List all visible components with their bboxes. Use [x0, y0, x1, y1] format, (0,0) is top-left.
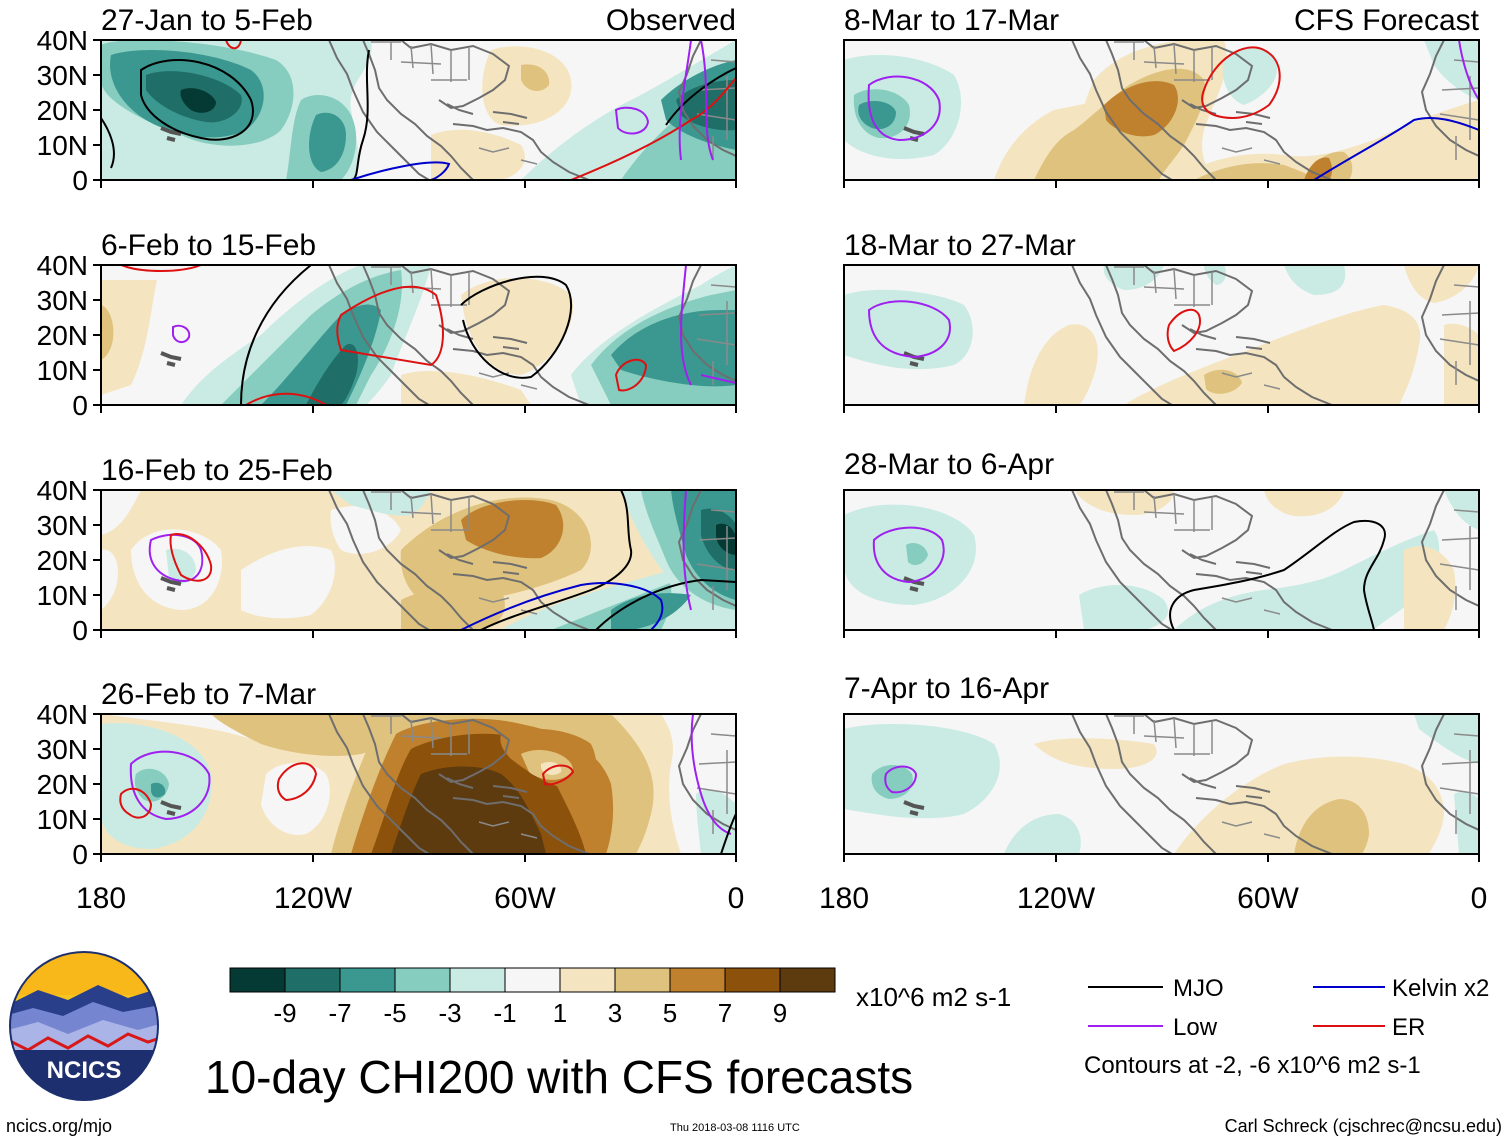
colorbar-swatch	[504, 967, 561, 993]
lat-label: 30N	[37, 285, 88, 316]
colorbar-swatch	[559, 967, 616, 993]
lat-label: 40N	[37, 699, 88, 730]
colorbar-tick-label: 3	[608, 998, 622, 1028]
lat-label: 40N	[37, 25, 88, 56]
longitude-labels: 180 120W 60W 0 180 120W 60W 0	[76, 882, 1487, 915]
lat-label: 0	[72, 390, 88, 421]
colorbar-swatch	[779, 967, 836, 993]
latitude-labels: 40N 30N 20N 10N 0 40N 30N 20N 10N 0 40N …	[37, 25, 88, 870]
panel-period-label: 18-Mar to 27-Mar	[844, 229, 1076, 262]
legend-label-low: Low	[1173, 1014, 1218, 1041]
panel-period-label: 27-Jan to 5-Feb	[101, 4, 313, 37]
lat-label: 10N	[37, 580, 88, 611]
colorbar-swatch	[284, 967, 341, 993]
panel-period-label: 8-Mar to 17-Mar	[844, 4, 1059, 37]
lat-label: 10N	[37, 130, 88, 161]
colorbar-units: x10^6 m2 s-1	[856, 982, 1012, 1012]
colorbar-swatch	[339, 967, 396, 993]
cfs-forecast-label: CFS Forecast	[1294, 4, 1480, 37]
colorbar-swatch	[229, 967, 286, 993]
colorbar-swatch	[449, 967, 506, 993]
lon-label: 120W	[274, 882, 353, 915]
lat-label: 10N	[37, 355, 88, 386]
panel-observed-1	[100, 39, 737, 181]
panel-observed-3	[100, 489, 737, 631]
colorbar-tick-label: 9	[773, 998, 787, 1028]
colorbar-swatches	[229, 967, 836, 993]
map-panels: 27-Jan to 5-Feb Observed 6-Feb to 15-Feb…	[37, 4, 1488, 915]
lat-label: 20N	[37, 320, 88, 351]
colorbar-tick-label: 7	[718, 998, 732, 1028]
lon-label: 120W	[1017, 882, 1096, 915]
panel-period-label: 26-Feb to 7-Mar	[101, 678, 316, 711]
panel-period-label: 7-Apr to 16-Apr	[844, 672, 1049, 705]
colorbar-tick-label: -9	[273, 998, 296, 1028]
colorbar-tick-label: 1	[553, 998, 567, 1028]
lat-label: 20N	[37, 545, 88, 576]
footer-timestamp: Thu 2018-03-08 1116 UTC	[670, 1122, 800, 1134]
lon-label: 0	[1471, 882, 1488, 915]
axis-ticks	[93, 39, 1480, 862]
logo-text: NCICS	[47, 1057, 122, 1084]
lat-label: 30N	[37, 510, 88, 541]
panel-forecast-2	[843, 264, 1480, 406]
colorbar-swatch	[614, 967, 671, 993]
lon-label: 60W	[494, 882, 556, 915]
legend-label-kelvin: Kelvin x2	[1392, 975, 1489, 1002]
colorbar-swatch	[724, 967, 781, 993]
legend-label-mjo: MJO	[1173, 975, 1224, 1002]
lat-label: 40N	[37, 475, 88, 506]
panel-period-label: 16-Feb to 25-Feb	[101, 454, 333, 487]
colorbar: -9 -7 -5 -3 -1 1 3 5 7 9	[229, 967, 836, 1028]
figure-title: 10-day CHI200 with CFS forecasts	[205, 1051, 914, 1103]
lat-label: 10N	[37, 804, 88, 835]
panel-forecast-1	[843, 39, 1480, 181]
lat-label: 20N	[37, 95, 88, 126]
colorbar-tick-label: 5	[663, 998, 677, 1028]
lon-label: 60W	[1237, 882, 1299, 915]
lon-label: 0	[728, 882, 745, 915]
lat-label: 0	[72, 615, 88, 646]
panel-forecast-4	[843, 713, 1480, 855]
colorbar-tick-label: -7	[328, 998, 351, 1028]
lat-label: 40N	[37, 250, 88, 281]
colorbar-labels: -9 -7 -5 -3 -1 1 3 5 7 9	[273, 998, 787, 1028]
colorbar-tick-label: -5	[383, 998, 406, 1028]
footer-url[interactable]: ncics.org/mjo	[6, 1116, 113, 1136]
lat-label: 20N	[37, 769, 88, 800]
colorbar-tick-label: -3	[438, 998, 461, 1028]
panel-observed-4	[100, 713, 737, 855]
lon-label: 180	[819, 882, 869, 915]
panel-titles: 27-Jan to 5-Feb Observed 6-Feb to 15-Feb…	[101, 4, 1480, 711]
legend: MJO Kelvin x2 Low ER	[1088, 975, 1489, 1041]
ncics-logo: NCICS	[9, 951, 159, 1101]
lat-label: 0	[72, 165, 88, 196]
legend-label-er: ER	[1392, 1014, 1425, 1041]
colorbar-swatch	[669, 967, 726, 993]
panel-forecast-3	[843, 489, 1480, 631]
colorbar-tick-label: -1	[493, 998, 516, 1028]
lat-label: 0	[72, 839, 88, 870]
footer-author: Carl Schreck (cjschrec@ncsu.edu)	[1224, 1116, 1502, 1136]
lat-label: 30N	[37, 734, 88, 765]
panel-period-label: 28-Mar to 6-Apr	[844, 448, 1054, 481]
colorbar-swatch	[394, 967, 451, 993]
lon-label: 180	[76, 882, 126, 915]
observed-label: Observed	[606, 4, 736, 37]
panel-observed-2	[100, 264, 737, 406]
panel-period-label: 6-Feb to 15-Feb	[101, 229, 316, 262]
contour-note: Contours at -2, -6 x10^6 m2 s-1	[1084, 1052, 1421, 1079]
lat-label: 30N	[37, 60, 88, 91]
